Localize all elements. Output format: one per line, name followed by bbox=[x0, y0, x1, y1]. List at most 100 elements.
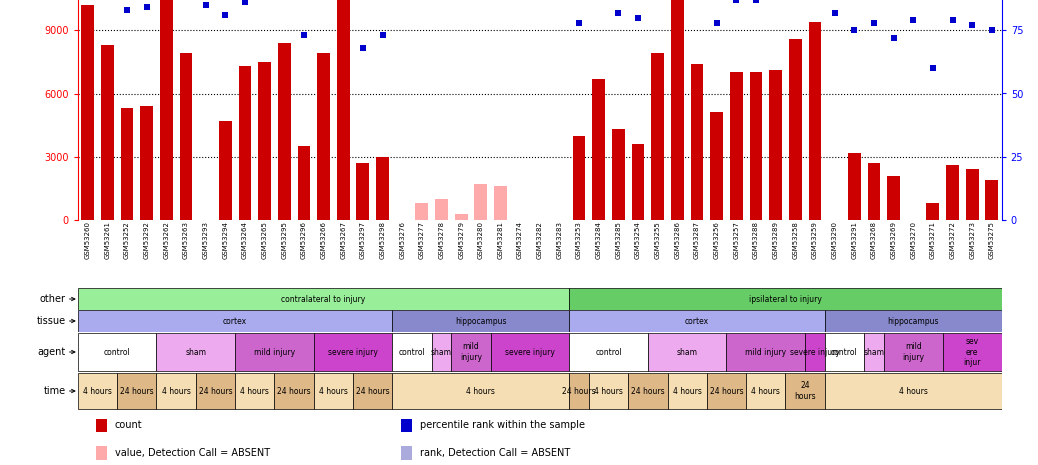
Bar bbox=[612, 129, 625, 220]
Bar bbox=[883, 333, 943, 371]
Bar bbox=[825, 373, 1002, 409]
Bar bbox=[401, 418, 412, 432]
Text: control: control bbox=[595, 347, 622, 357]
Text: 24 hours: 24 hours bbox=[710, 386, 743, 396]
Bar bbox=[78, 373, 117, 409]
Bar bbox=[887, 176, 900, 220]
Text: sev
ere
injur: sev ere injur bbox=[963, 337, 981, 367]
Text: rank, Detection Call = ABSENT: rank, Detection Call = ABSENT bbox=[419, 448, 570, 458]
Point bbox=[905, 16, 922, 24]
Point bbox=[925, 65, 941, 72]
Bar bbox=[157, 333, 235, 371]
Bar bbox=[392, 373, 569, 409]
Bar bbox=[848, 153, 861, 220]
Point bbox=[296, 32, 312, 39]
Bar bbox=[494, 186, 507, 220]
Bar bbox=[809, 22, 821, 220]
Text: 24 hours: 24 hours bbox=[198, 386, 233, 396]
Bar bbox=[927, 203, 939, 220]
Text: percentile rank within the sample: percentile rank within the sample bbox=[419, 420, 584, 431]
Bar bbox=[573, 136, 585, 220]
Text: control: control bbox=[399, 347, 426, 357]
Bar bbox=[789, 39, 801, 220]
Bar bbox=[235, 333, 313, 371]
Bar bbox=[356, 163, 370, 220]
Text: 4 hours: 4 hours bbox=[466, 386, 495, 396]
Point bbox=[767, 0, 784, 1]
Point bbox=[708, 19, 725, 27]
Text: 24 hours: 24 hours bbox=[120, 386, 154, 396]
Bar bbox=[769, 70, 782, 220]
Bar bbox=[825, 333, 864, 371]
Bar bbox=[392, 333, 432, 371]
Text: agent: agent bbox=[37, 347, 65, 357]
Point bbox=[316, 0, 332, 1]
Text: mild
injury: mild injury bbox=[460, 342, 482, 362]
Text: 4 hours: 4 hours bbox=[319, 386, 348, 396]
Bar bbox=[805, 333, 825, 371]
Point bbox=[375, 32, 391, 39]
Bar bbox=[671, 0, 684, 220]
Bar bbox=[392, 311, 569, 332]
Point bbox=[984, 27, 1001, 34]
Bar bbox=[415, 203, 429, 220]
Bar bbox=[97, 418, 107, 432]
Bar bbox=[239, 66, 251, 220]
Point bbox=[885, 34, 902, 41]
Text: mild injury: mild injury bbox=[254, 347, 295, 357]
Bar bbox=[180, 53, 192, 220]
Text: 4 hours: 4 hours bbox=[594, 386, 623, 396]
Bar bbox=[651, 53, 664, 220]
Bar bbox=[589, 373, 628, 409]
Point bbox=[630, 14, 647, 21]
Text: ipsilateral to injury: ipsilateral to injury bbox=[749, 294, 822, 304]
Text: severe injury: severe injury bbox=[790, 347, 840, 357]
Bar bbox=[452, 333, 491, 371]
Point bbox=[610, 9, 627, 16]
Bar bbox=[401, 446, 412, 460]
Bar bbox=[947, 165, 959, 220]
Text: control: control bbox=[831, 347, 857, 357]
Bar bbox=[336, 0, 350, 220]
Text: sham: sham bbox=[677, 347, 698, 357]
Bar bbox=[435, 199, 447, 220]
Point bbox=[118, 7, 135, 14]
Bar bbox=[140, 106, 153, 220]
Point bbox=[728, 0, 744, 4]
Text: 24 hours: 24 hours bbox=[356, 386, 389, 396]
Bar bbox=[120, 108, 133, 220]
Bar bbox=[160, 0, 172, 220]
Text: hippocampus: hippocampus bbox=[455, 317, 507, 326]
Bar bbox=[78, 333, 157, 371]
Text: 4 hours: 4 hours bbox=[899, 386, 928, 396]
Bar bbox=[628, 373, 667, 409]
Text: control: control bbox=[104, 347, 131, 357]
Text: contralateral to injury: contralateral to injury bbox=[281, 294, 365, 304]
Bar bbox=[278, 43, 291, 220]
Point bbox=[237, 0, 253, 6]
Text: severe injury: severe injury bbox=[506, 347, 555, 357]
Bar bbox=[730, 73, 743, 220]
Point bbox=[256, 0, 273, 1]
Text: 4 hours: 4 hours bbox=[83, 386, 112, 396]
Bar bbox=[78, 288, 569, 310]
Point bbox=[138, 4, 155, 11]
Bar bbox=[943, 333, 1002, 371]
Bar bbox=[648, 333, 727, 371]
Text: 24 hours: 24 hours bbox=[631, 386, 664, 396]
Bar bbox=[727, 333, 805, 371]
Bar bbox=[474, 184, 487, 220]
Bar bbox=[749, 73, 762, 220]
Text: 4 hours: 4 hours bbox=[673, 386, 702, 396]
Point bbox=[747, 0, 764, 4]
Text: value, Detection Call = ABSENT: value, Detection Call = ABSENT bbox=[115, 448, 270, 458]
Bar bbox=[376, 157, 389, 220]
Text: 4 hours: 4 hours bbox=[241, 386, 269, 396]
Bar bbox=[868, 163, 880, 220]
Bar bbox=[690, 64, 704, 220]
Bar bbox=[318, 53, 330, 220]
Bar bbox=[313, 373, 353, 409]
Bar bbox=[569, 288, 1002, 310]
Text: 24 hours: 24 hours bbox=[277, 386, 310, 396]
Bar bbox=[353, 373, 392, 409]
